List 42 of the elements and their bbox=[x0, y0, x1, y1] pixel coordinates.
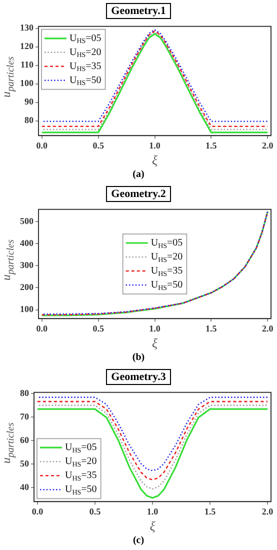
x-axis-title: ξ bbox=[150, 518, 156, 534]
x-tick-label: 2.0 bbox=[262, 140, 274, 150]
y-tick-label: 200 bbox=[20, 282, 34, 292]
x-tick-label: 1.5 bbox=[204, 506, 216, 516]
y-tick-label: 80 bbox=[20, 388, 30, 398]
x-tick-label: 0.0 bbox=[36, 323, 48, 334]
x-tick-label: 0.5 bbox=[92, 140, 104, 150]
chart-title: Geometry.2 bbox=[106, 186, 171, 202]
y-tick-label: 100 bbox=[20, 304, 34, 314]
y-tick-label: 500 bbox=[20, 216, 34, 226]
chart-title: Geometry.1 bbox=[106, 3, 171, 19]
y-tick-label: 110 bbox=[20, 60, 34, 70]
text: (c) bbox=[132, 534, 146, 547]
y-tick-label: 40 bbox=[20, 482, 30, 492]
x-axis-title: ξ bbox=[152, 336, 158, 351]
x-tick-label: 1.5 bbox=[206, 140, 218, 150]
y-tick-label: 50 bbox=[20, 458, 30, 468]
x-tick-label: 0.5 bbox=[89, 506, 102, 516]
y-tick-label: 60 bbox=[20, 434, 30, 445]
x-tick-label: 0.0 bbox=[36, 140, 48, 150]
y-tick-label: 120 bbox=[20, 41, 34, 52]
x-tick-label: 1.0 bbox=[149, 140, 161, 150]
line-series bbox=[36, 400, 268, 480]
x-tick-label: 2.0 bbox=[262, 506, 274, 516]
text: (b) bbox=[131, 351, 146, 364]
y-tick-label: 90 bbox=[24, 96, 34, 107]
y-tick-label: 400 bbox=[20, 238, 34, 248]
y-tick-label: 100 bbox=[20, 78, 34, 88]
y-tick-label: 300 bbox=[20, 260, 34, 270]
x-tick-label: 0.5 bbox=[92, 323, 104, 334]
y-tick-label: 80 bbox=[24, 115, 34, 126]
chart-title: Geometry.3 bbox=[106, 369, 171, 385]
x-axis-title: ξ bbox=[152, 152, 158, 168]
y-tick-label: 70 bbox=[20, 411, 30, 422]
x-tick-label: 1.5 bbox=[206, 323, 218, 334]
line-series bbox=[36, 396, 268, 472]
y-tick-label: 130 bbox=[20, 22, 34, 33]
text: (a) bbox=[132, 168, 146, 181]
x-tick-label: 1.0 bbox=[146, 506, 159, 516]
x-tick-label: 2.0 bbox=[262, 323, 274, 334]
x-tick-label: 0.0 bbox=[32, 506, 44, 516]
x-tick-label: 1.0 bbox=[149, 323, 161, 334]
